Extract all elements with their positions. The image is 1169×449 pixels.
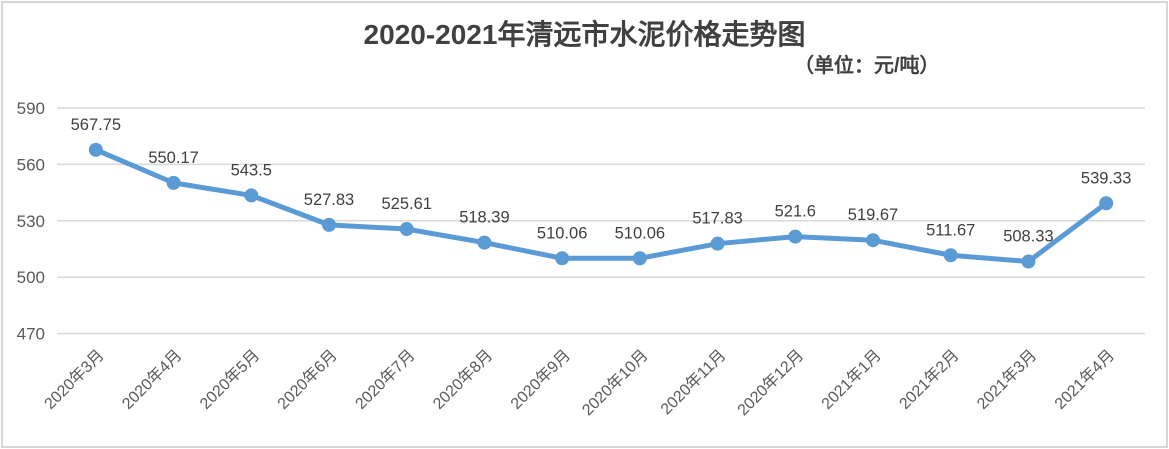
data-point-marker: [866, 233, 880, 248]
data-point-label: 510.06: [615, 224, 665, 242]
data-point-label: 511.67: [926, 221, 975, 239]
y-axis-tick-label: 500: [17, 268, 45, 287]
x-axis-category-label: 2020年5月: [196, 346, 263, 413]
y-axis-tick-label: 530: [17, 212, 45, 231]
data-point-label: 567.75: [71, 116, 121, 134]
y-axis-tick-label: 560: [17, 155, 45, 174]
price-line: [93, 147, 1109, 265]
x-axis-category-label: 2020年4月: [119, 346, 186, 413]
data-point-marker: [788, 229, 803, 244]
data-point-marker: [477, 235, 492, 250]
data-point-marker: [322, 217, 336, 232]
data-point-marker: [1099, 196, 1114, 211]
x-axis-category-label: 2021年1月: [818, 346, 885, 413]
data-point-label: 517.83: [692, 210, 742, 228]
data-point-marker: [632, 251, 647, 266]
data-point-label: 508.33: [1003, 228, 1053, 246]
data-point-label: 519.67: [848, 206, 898, 224]
x-axis-category-label: 2020年12月: [734, 346, 807, 419]
y-axis-tick-label: 470: [17, 325, 45, 344]
x-axis-category-label: 2020年8月: [429, 346, 496, 413]
x-axis-category-label: 2020年9月: [507, 346, 574, 413]
data-point-label: 510.06: [537, 224, 587, 242]
data-point-label: 550.17: [148, 149, 198, 167]
data-point-marker: [166, 175, 181, 190]
data-point-marker: [88, 142, 103, 157]
data-point-label: 539.33: [1081, 169, 1131, 187]
x-axis-category-label: 2021年2月: [896, 346, 963, 413]
x-axis-category-label: 2020年6月: [274, 346, 341, 413]
data-point-marker: [399, 222, 414, 237]
x-axis-category-label: 2020年10月: [579, 346, 652, 419]
data-point-label: 518.39: [459, 209, 509, 227]
data-point-label: 543.5: [231, 161, 272, 179]
data-point-marker: [555, 251, 570, 266]
x-axis-category-label: 2020年7月: [352, 346, 419, 413]
x-axis-category-label: 2021年3月: [973, 346, 1040, 413]
data-point-marker: [1021, 254, 1036, 269]
chart-title: 2020-2021年清远市水泥价格走势图: [363, 19, 806, 50]
data-point-marker: [943, 248, 958, 263]
x-axis-category-label: 2021年4月: [1051, 346, 1118, 413]
y-axis-tick-label: 590: [17, 99, 45, 118]
chart-unit-label: （单位：元/吨）: [794, 55, 940, 77]
data-point-label: 525.61: [381, 195, 431, 213]
data-point-marker: [244, 188, 259, 203]
data-point-label: 521.6: [775, 203, 816, 221]
data-point-marker: [710, 236, 725, 251]
data-point-label: 527.83: [304, 191, 354, 209]
x-axis-category-label: 2020年3月: [41, 346, 108, 413]
x-axis-category-label: 2020年11月: [657, 346, 729, 418]
